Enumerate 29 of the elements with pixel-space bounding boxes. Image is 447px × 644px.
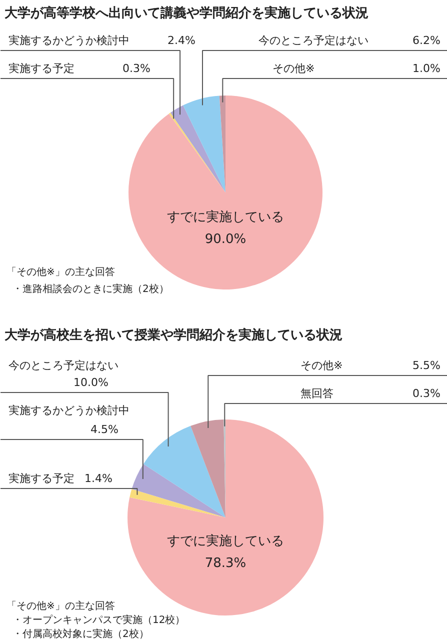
chart-title: 大学が高校生を招いて授業や学問紹介を実施している状況 (4, 327, 342, 343)
text: ・付属高校対象に実施（2校） (12, 628, 149, 640)
slice-label: 実施する予定 (8, 472, 74, 485)
data-label: 1.0% (412, 62, 441, 75)
data-label: 6.2% (412, 34, 441, 47)
data-label: 78.3% (204, 556, 246, 571)
slice-label: 今のところ予定はない (258, 34, 368, 47)
text: 「その他※」の主な回答 (6, 266, 115, 278)
slice-label: 実施する予定 (8, 62, 74, 75)
slice-label: 実施するかどうか検討中 (8, 404, 130, 417)
data-label: 10.0% (74, 376, 109, 389)
text: ・オープンキャンパスで実施（12校） (12, 614, 186, 626)
text: ・進路相談会のときに実施（2校） (12, 283, 169, 295)
slice-label: 実施するかどうか検討中 (8, 34, 130, 47)
data-label: 4.5% (90, 423, 119, 436)
data-label: 0.3% (122, 62, 151, 75)
slice-label: 今のところ予定はない (8, 359, 118, 372)
data-label: 2.4% (168, 34, 196, 47)
slice-label: 無回答 (300, 387, 334, 400)
slice-label: すでに実施している (167, 209, 284, 225)
slice-label: すでに実施している (167, 533, 284, 549)
text: 「その他※」の主な回答 (6, 600, 115, 612)
chart-title: 大学が高等学校へ出向いて講義や学問紹介を実施している状況 (4, 5, 368, 21)
data-label: 0.3% (412, 387, 441, 400)
data-label: 1.4% (84, 472, 113, 485)
slice-label: その他※ (300, 359, 343, 372)
slice-label: その他※ (272, 62, 315, 75)
data-label: 90.0% (204, 232, 246, 247)
data-label: 5.5% (412, 359, 441, 372)
